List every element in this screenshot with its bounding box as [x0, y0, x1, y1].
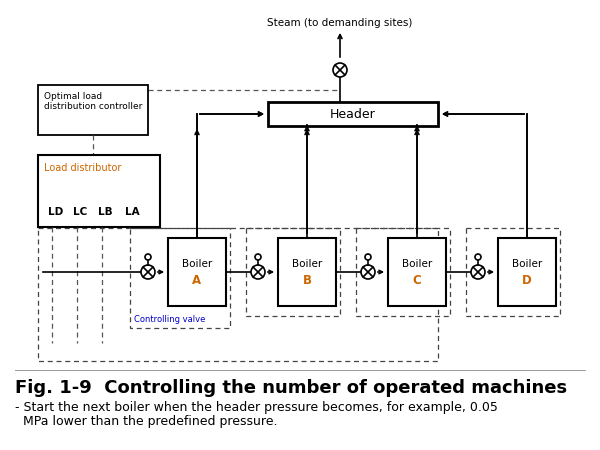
Text: LD: LD — [48, 207, 63, 217]
Text: Header: Header — [330, 108, 376, 121]
Circle shape — [251, 265, 265, 279]
Circle shape — [471, 265, 485, 279]
Bar — [38, 155, 160, 227]
Text: A: A — [193, 274, 202, 287]
Circle shape — [255, 254, 261, 260]
Text: LC: LC — [73, 207, 87, 217]
Circle shape — [475, 254, 481, 260]
Text: D: D — [522, 274, 532, 287]
Text: LB: LB — [98, 207, 113, 217]
Text: - Start the next boiler when the header pressure becomes, for example, 0.05: - Start the next boiler when the header … — [15, 401, 498, 414]
Bar — [246, 228, 340, 316]
Bar — [388, 238, 446, 306]
Bar — [130, 228, 230, 328]
Bar — [356, 228, 450, 316]
Text: Fig. 1-9  Controlling the number of operated machines: Fig. 1-9 Controlling the number of opera… — [15, 379, 567, 397]
Bar — [268, 102, 438, 126]
Text: Controlling valve: Controlling valve — [134, 315, 205, 324]
Circle shape — [333, 63, 347, 77]
Text: Boiler: Boiler — [512, 259, 542, 269]
Text: Boiler: Boiler — [182, 259, 212, 269]
Text: LA: LA — [125, 207, 140, 217]
Bar — [466, 228, 560, 316]
Text: MPa lower than the predefined pressure.: MPa lower than the predefined pressure. — [15, 415, 277, 428]
Text: Boiler: Boiler — [292, 259, 322, 269]
Circle shape — [365, 254, 371, 260]
Circle shape — [361, 265, 375, 279]
Text: Steam (to demanding sites): Steam (to demanding sites) — [268, 18, 413, 28]
Bar — [38, 85, 148, 135]
Text: Boiler: Boiler — [402, 259, 432, 269]
Text: C: C — [413, 274, 421, 287]
Bar — [38, 228, 438, 361]
Bar — [498, 238, 556, 306]
Text: B: B — [302, 274, 311, 287]
Circle shape — [145, 254, 151, 260]
Bar — [168, 238, 226, 306]
Circle shape — [141, 265, 155, 279]
Bar — [278, 238, 336, 306]
Text: Optimal load
distribution controller: Optimal load distribution controller — [44, 92, 142, 112]
Text: Load distributor: Load distributor — [44, 163, 121, 173]
